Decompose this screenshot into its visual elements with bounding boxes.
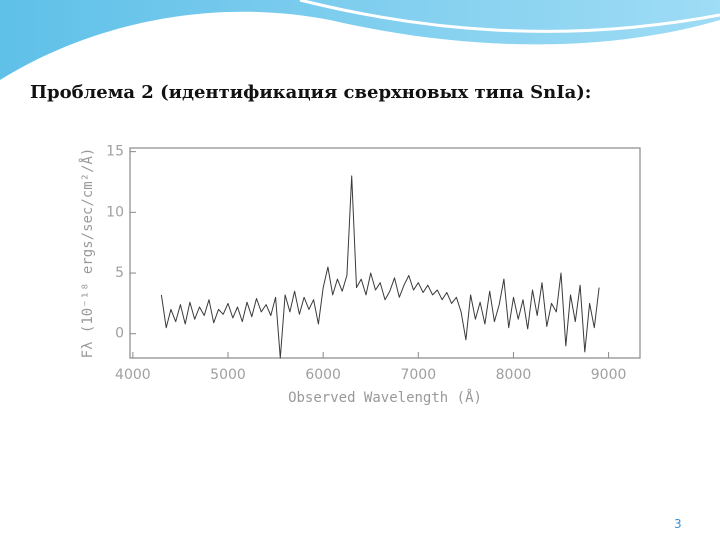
y-tick-label: 5 — [115, 265, 124, 281]
x-tick-label: 9000 — [591, 367, 627, 383]
header-wave — [0, 0, 720, 80]
x-tick-label: 4000 — [115, 367, 151, 383]
header-curve — [299, 0, 720, 33]
page-number: 3 — [674, 517, 682, 531]
y-tick-label: 15 — [106, 144, 124, 160]
plot-frame — [129, 147, 641, 359]
x-axis-label: Observed Wavelength (Å) — [288, 389, 482, 406]
y-tick-label: 10 — [106, 204, 124, 220]
spectrum-line — [160, 175, 600, 359]
x-tick-label: 7000 — [400, 367, 436, 383]
slide-title: Проблема 2 (идентификация сверхновых тип… — [30, 82, 591, 103]
x-tick-label: 5000 — [210, 367, 246, 383]
y-axis-label: Fλ (10⁻¹⁸ ergs/sec/cm²/Å) — [79, 148, 96, 359]
x-tick-label: 8000 — [496, 367, 532, 383]
x-tick-label: 6000 — [305, 367, 341, 383]
y-tick-label: 0 — [115, 326, 124, 342]
